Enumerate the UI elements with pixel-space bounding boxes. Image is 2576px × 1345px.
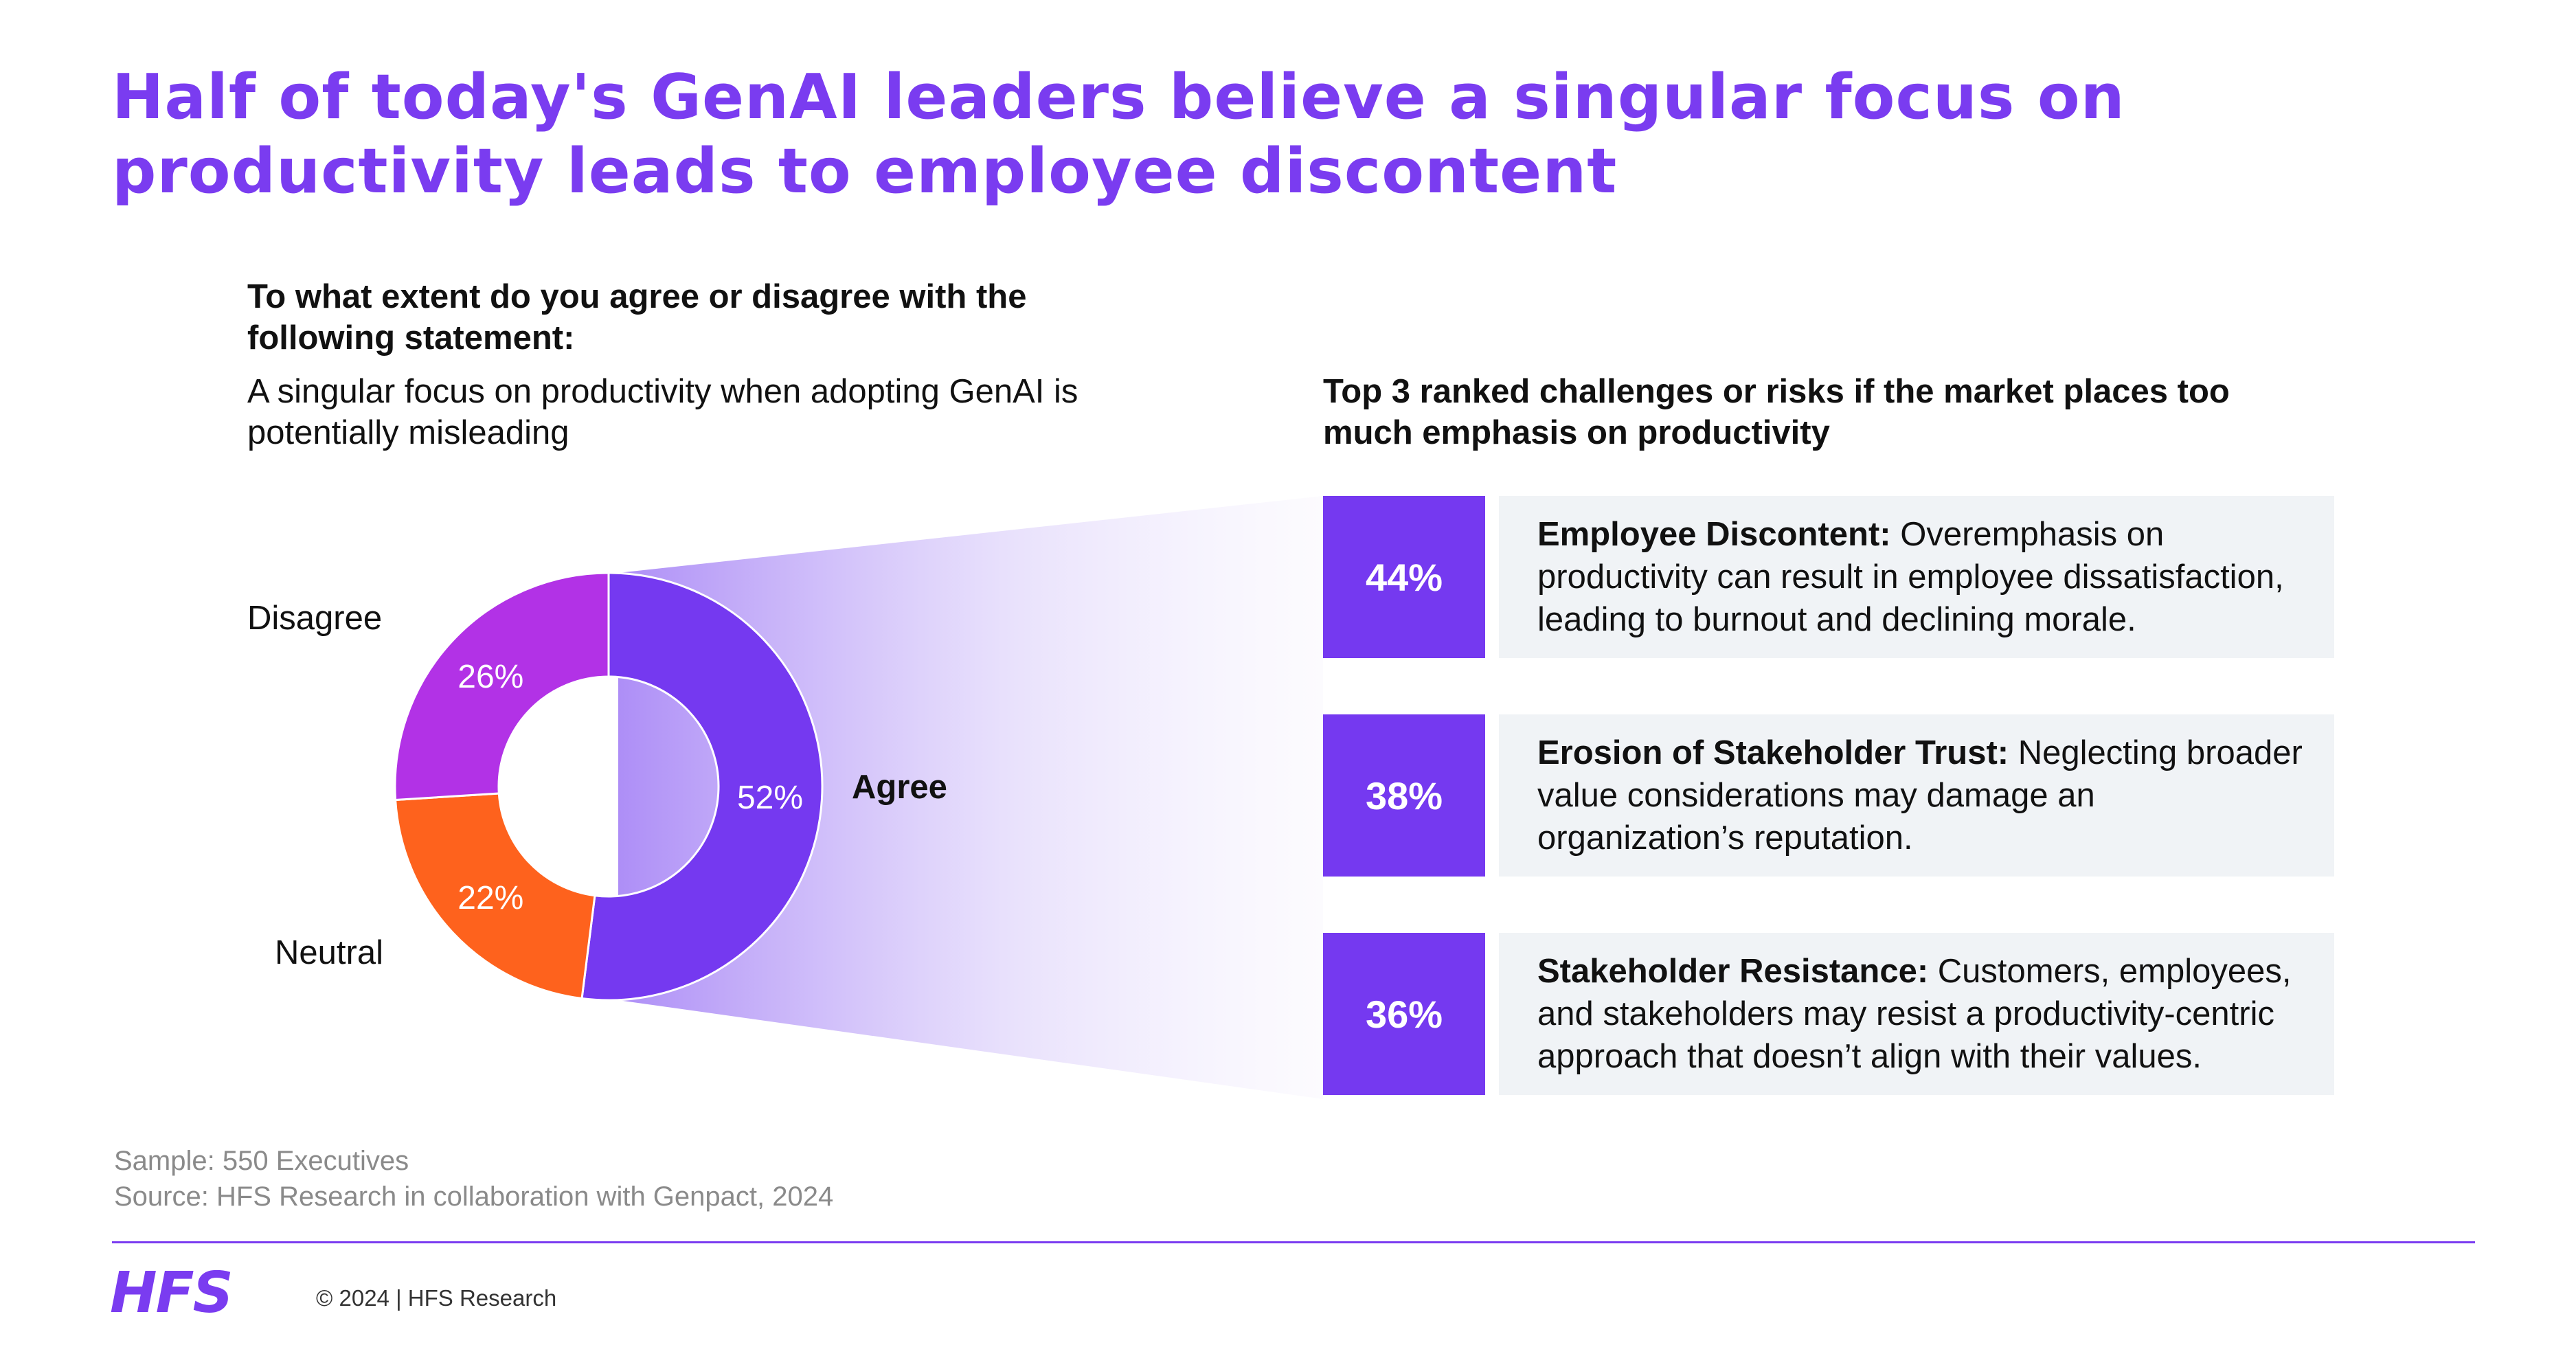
challenge-text: Overemphasis on productivity can result …: [1537, 516, 2284, 638]
category-label-neutral: Neutral: [275, 934, 383, 971]
challenge-item: 36% Stakeholder Resistance: Customers, e…: [1323, 933, 2334, 1095]
challenge-percent: 36%: [1323, 933, 1485, 1095]
challenge-percent: 38%: [1323, 714, 1485, 877]
hfs-logo: HFS: [110, 1261, 234, 1326]
donut-slice-agree: [580, 572, 824, 1002]
footer-divider: [112, 1241, 2475, 1243]
category-label-disagree: Disagree: [247, 600, 383, 637]
challenge-percent: 44%: [1323, 496, 1485, 658]
page-title: Half of today's GenAI leaders believe a …: [112, 61, 2125, 207]
challenge-text: Neglecting broader value considerations …: [1537, 734, 2303, 857]
slice-value-label: 52%: [737, 780, 803, 816]
challenge-title: Employee Discontent:: [1537, 516, 1891, 553]
challenge-title: Erosion of Stakeholder Trust:: [1537, 734, 2009, 771]
source-note: Sample: 550 Executives Source: HFS Resea…: [114, 1143, 833, 1214]
source-text: Source: HFS Research in collaboration wi…: [114, 1182, 834, 1212]
survey-statement: A singular focus on productivity when ad…: [247, 373, 1078, 451]
challenge-description: Stakeholder Resistance: Customers, emplo…: [1499, 933, 2334, 1095]
challenge-text: Customers, employees, and stakeholders m…: [1537, 953, 2292, 1075]
challenge-description: Erosion of Stakeholder Trust: Neglecting…: [1499, 714, 2334, 877]
slice-value-label: 22%: [457, 880, 523, 916]
sample-text: Sample: 550 Executives: [114, 1146, 409, 1176]
challenges-heading: Top 3 ranked challenges or risks if the …: [1323, 373, 2230, 451]
challenge-description: Employee Discontent: Overemphasis on pro…: [1499, 496, 2334, 658]
challenge-title: Stakeholder Resistance:: [1537, 953, 1929, 990]
donut-slice-neutral: [394, 792, 596, 1000]
category-label-agree: Agree: [852, 769, 947, 806]
agree-callout-fan: [618, 496, 1323, 1099]
challenge-item: 44% Employee Discontent: Overemphasis on…: [1323, 496, 2334, 658]
copyright-text: © 2024 | HFS Research: [316, 1285, 557, 1311]
survey-question: To what extent do you agree or disagree …: [247, 278, 1027, 357]
slice-value-label: 26%: [457, 659, 523, 695]
donut-slice-disagree: [394, 572, 610, 802]
challenge-item: 38% Erosion of Stakeholder Trust: Neglec…: [1323, 714, 2334, 877]
